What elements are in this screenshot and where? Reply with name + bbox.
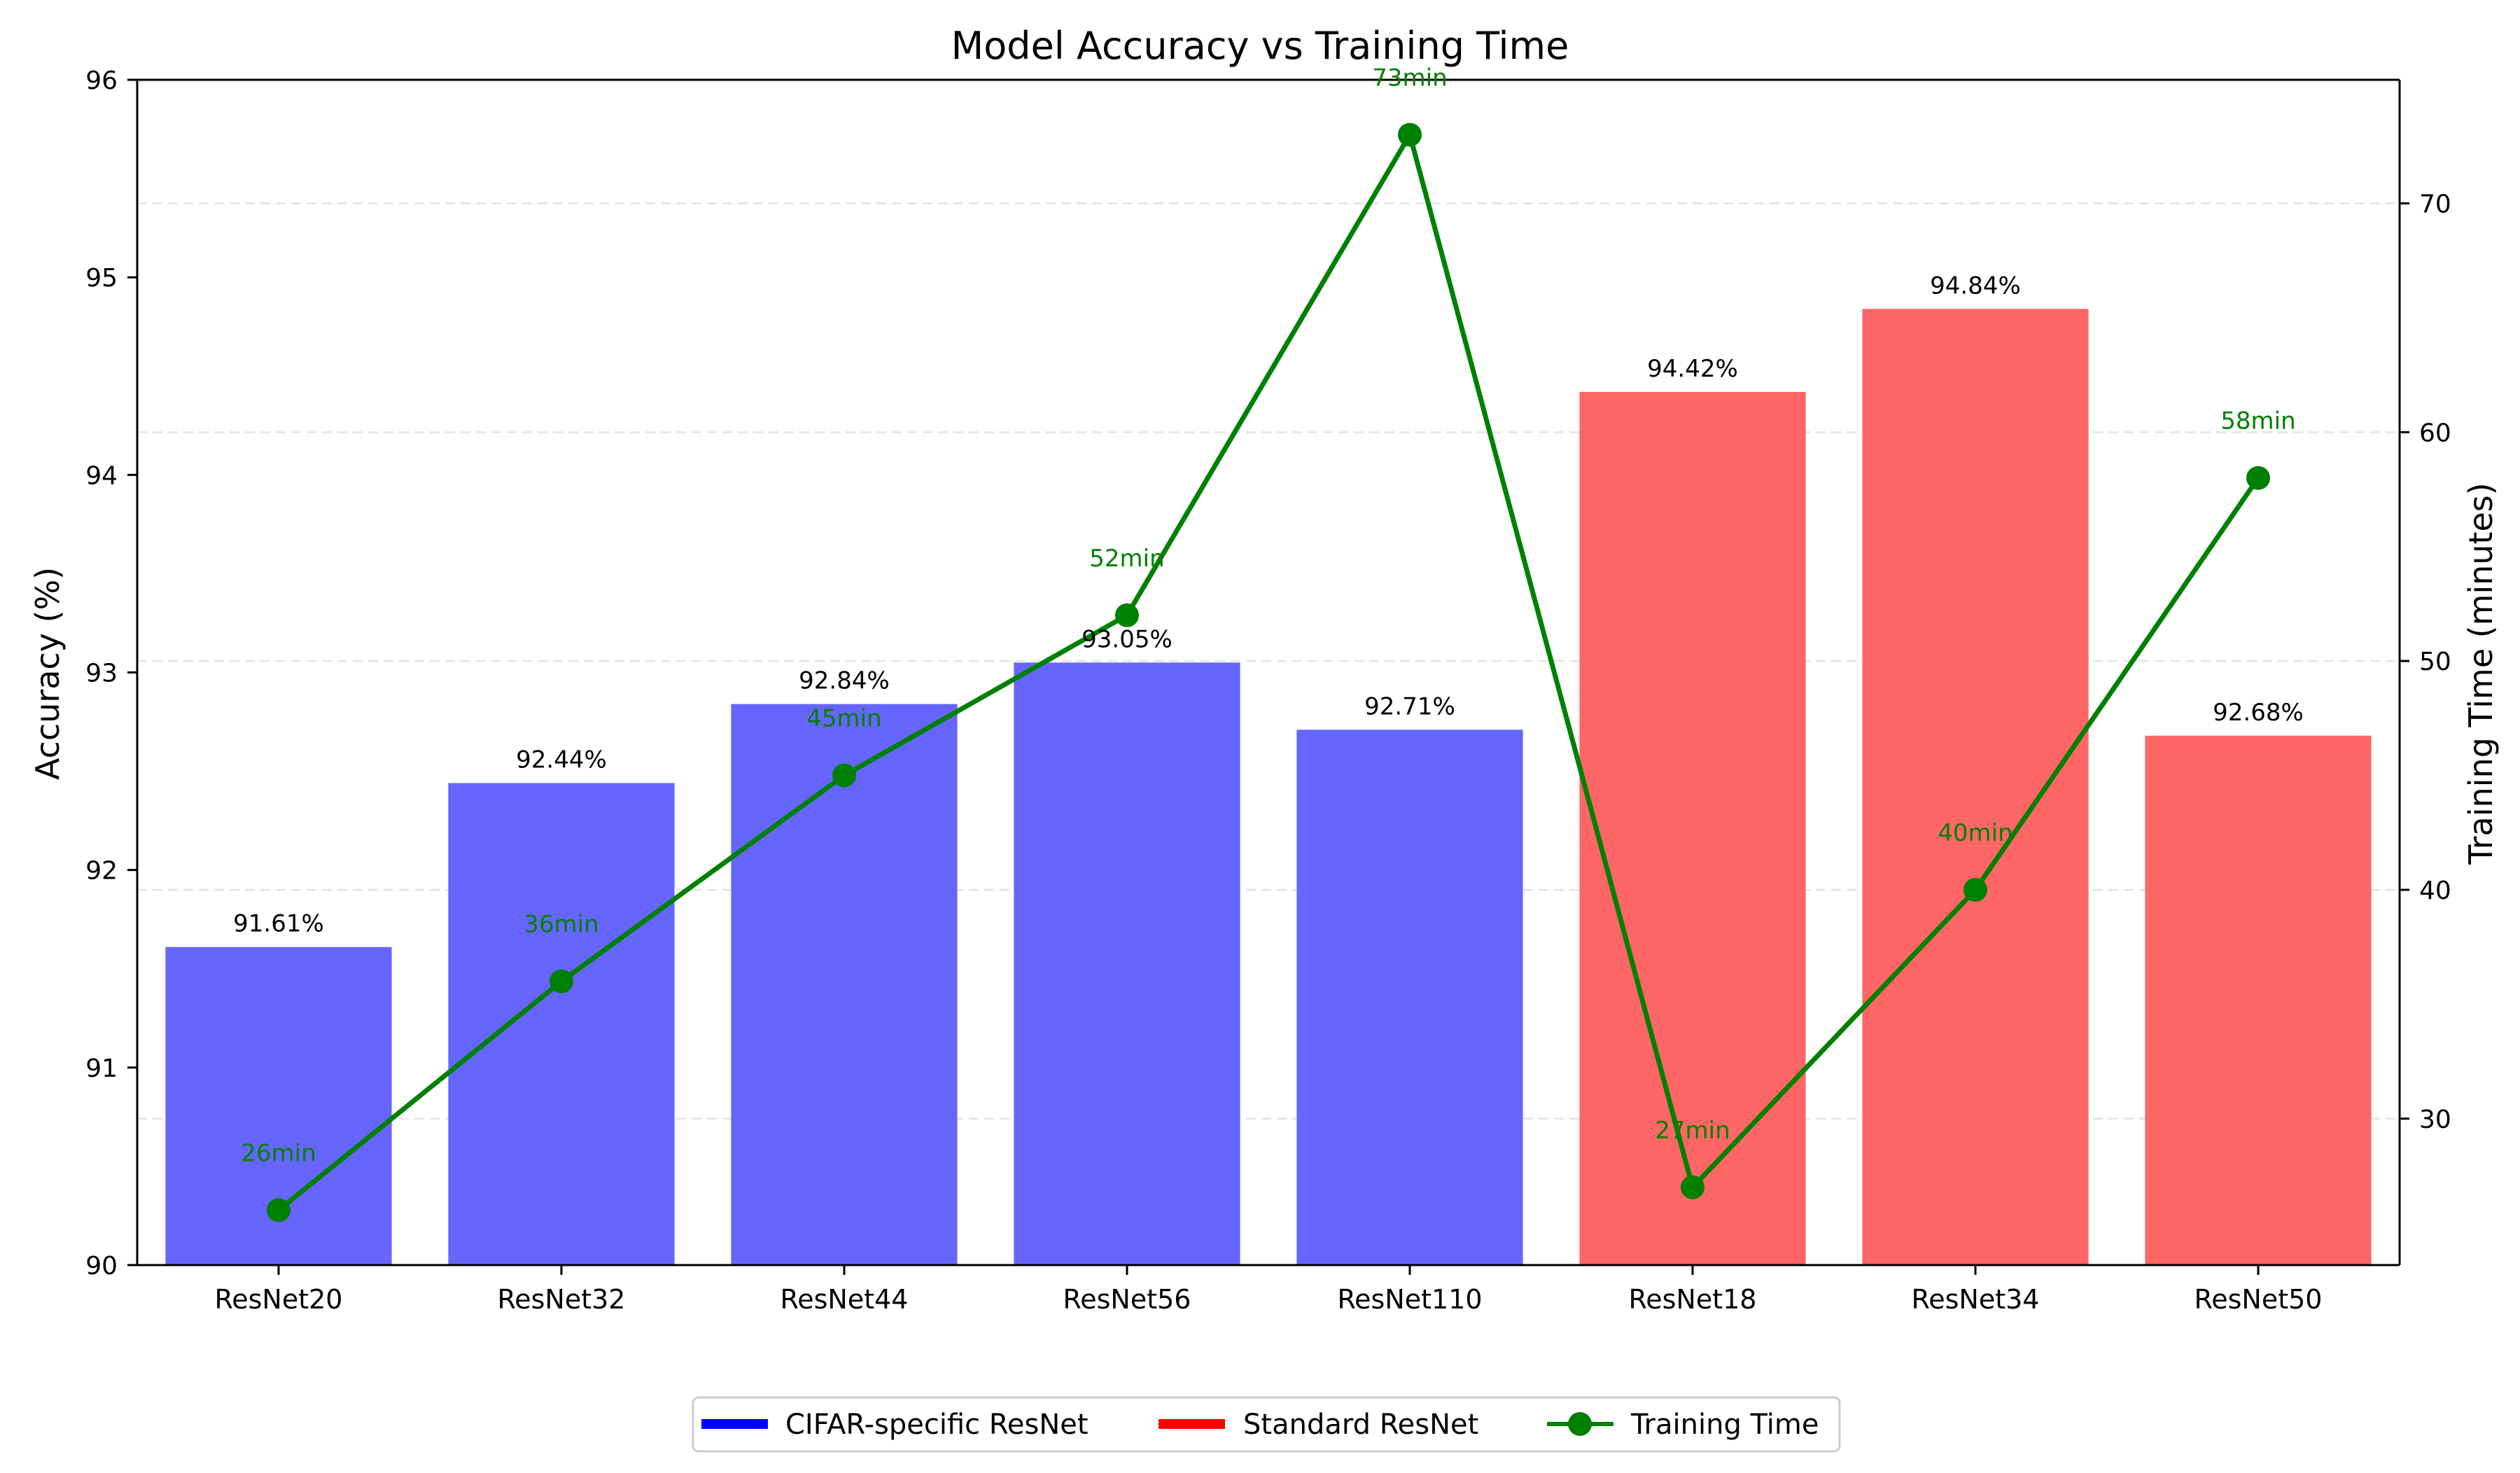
training-time-label: 36min [524, 911, 598, 939]
training-time-point [550, 969, 573, 993]
bar-value-label: 94.84% [1930, 272, 2021, 300]
x-tick-label: ResNet34 [1912, 1284, 2040, 1315]
x-tick-label: ResNet44 [780, 1284, 909, 1315]
y-tick-label: 94 [85, 461, 118, 490]
legend-label-cifar: CIFAR-specific ResNet [785, 1409, 1088, 1441]
training-time-point [267, 1198, 290, 1222]
training-time-label: 52min [1089, 545, 1164, 573]
bar-value-label: 92.71% [1364, 692, 1455, 720]
line-layer: 26min 36min 45min 52min 73min 27min 40min 58min [241, 64, 2296, 1222]
bar-value-label: 92.68% [2213, 699, 2304, 727]
bar [1579, 391, 1806, 1266]
y2-tick-label: 70 [2419, 190, 2451, 218]
y2-tick-label: 50 [2419, 648, 2451, 676]
label-layer: 91.61% 92.44% 92.84% 93.05% 92.71% 94.42% 94.8… [233, 272, 2304, 937]
training-time-label: 26min [241, 1140, 316, 1168]
training-time-point [1963, 877, 1987, 902]
training-time-point [2246, 466, 2270, 490]
x-tick-label: ResNet32 [498, 1284, 626, 1315]
x-tick-label: ResNet50 [2194, 1284, 2323, 1315]
y2-tick-label: 30 [2419, 1105, 2451, 1134]
chart-title: Model Accuracy vs Training Time [951, 24, 1569, 68]
y-tick-label: 91 [85, 1054, 118, 1083]
bar-value-label: 93.05% [1082, 625, 1172, 653]
y-tick-label: 93 [85, 659, 118, 688]
training-time-label: 58min [2220, 407, 2295, 435]
bar-value-label: 91.61% [233, 910, 324, 938]
y-axis-label: Accuracy (%) [29, 567, 66, 780]
training-time-point [1398, 123, 1422, 147]
legend-label-training-time: Training Time [1630, 1409, 1819, 1441]
x-tick-label: ResNet18 [1629, 1284, 1757, 1315]
bar [1014, 662, 1240, 1265]
bar [2145, 735, 2372, 1265]
x-tick-label: ResNet110 [1337, 1284, 1482, 1315]
y2-tick-label: 60 [2419, 419, 2451, 447]
bar [731, 704, 958, 1265]
training-time-label: 73min [1372, 64, 1447, 92]
training-time-point [1115, 603, 1139, 627]
bar [1296, 729, 1523, 1265]
training-time-point [832, 763, 856, 788]
legend-marker-training-time [1568, 1412, 1592, 1436]
y2-axis-label: Training Time (minutes) [2462, 482, 2500, 865]
legend-label-standard: Standard ResNet [1243, 1409, 1478, 1441]
y-tick-label: 95 [85, 264, 118, 293]
training-time-label: 45min [806, 705, 881, 733]
bar-layer [165, 309, 2372, 1266]
axis-layer: 90 91 92 93 94 95 96 30 40 50 60 70 ResNet20 ResNet32… [85, 67, 2451, 1315]
bar-value-label: 92.84% [799, 667, 890, 695]
y2-tick-label: 40 [2419, 877, 2451, 905]
legend: CIFAR-specific ResNet Standard ResNet Tr… [692, 1396, 1841, 1453]
y-tick-label: 90 [85, 1252, 118, 1280]
bar-value-label: 94.42% [1647, 355, 1738, 383]
training-time-line [276, 132, 2260, 1213]
y-tick-label: 96 [85, 67, 118, 95]
x-tick-label: ResNet56 [1063, 1284, 1191, 1315]
bar [1862, 309, 2089, 1265]
y-tick-label: 92 [85, 857, 118, 886]
training-time-label: 40min [1938, 819, 2012, 847]
x-tick-label: ResNet20 [215, 1284, 343, 1315]
bar-value-label: 92.44% [516, 746, 607, 774]
training-time-label: 27min [1655, 1117, 1730, 1145]
bar [448, 783, 675, 1265]
legend-frame [692, 1396, 1841, 1453]
training-time-point [1681, 1175, 1704, 1199]
